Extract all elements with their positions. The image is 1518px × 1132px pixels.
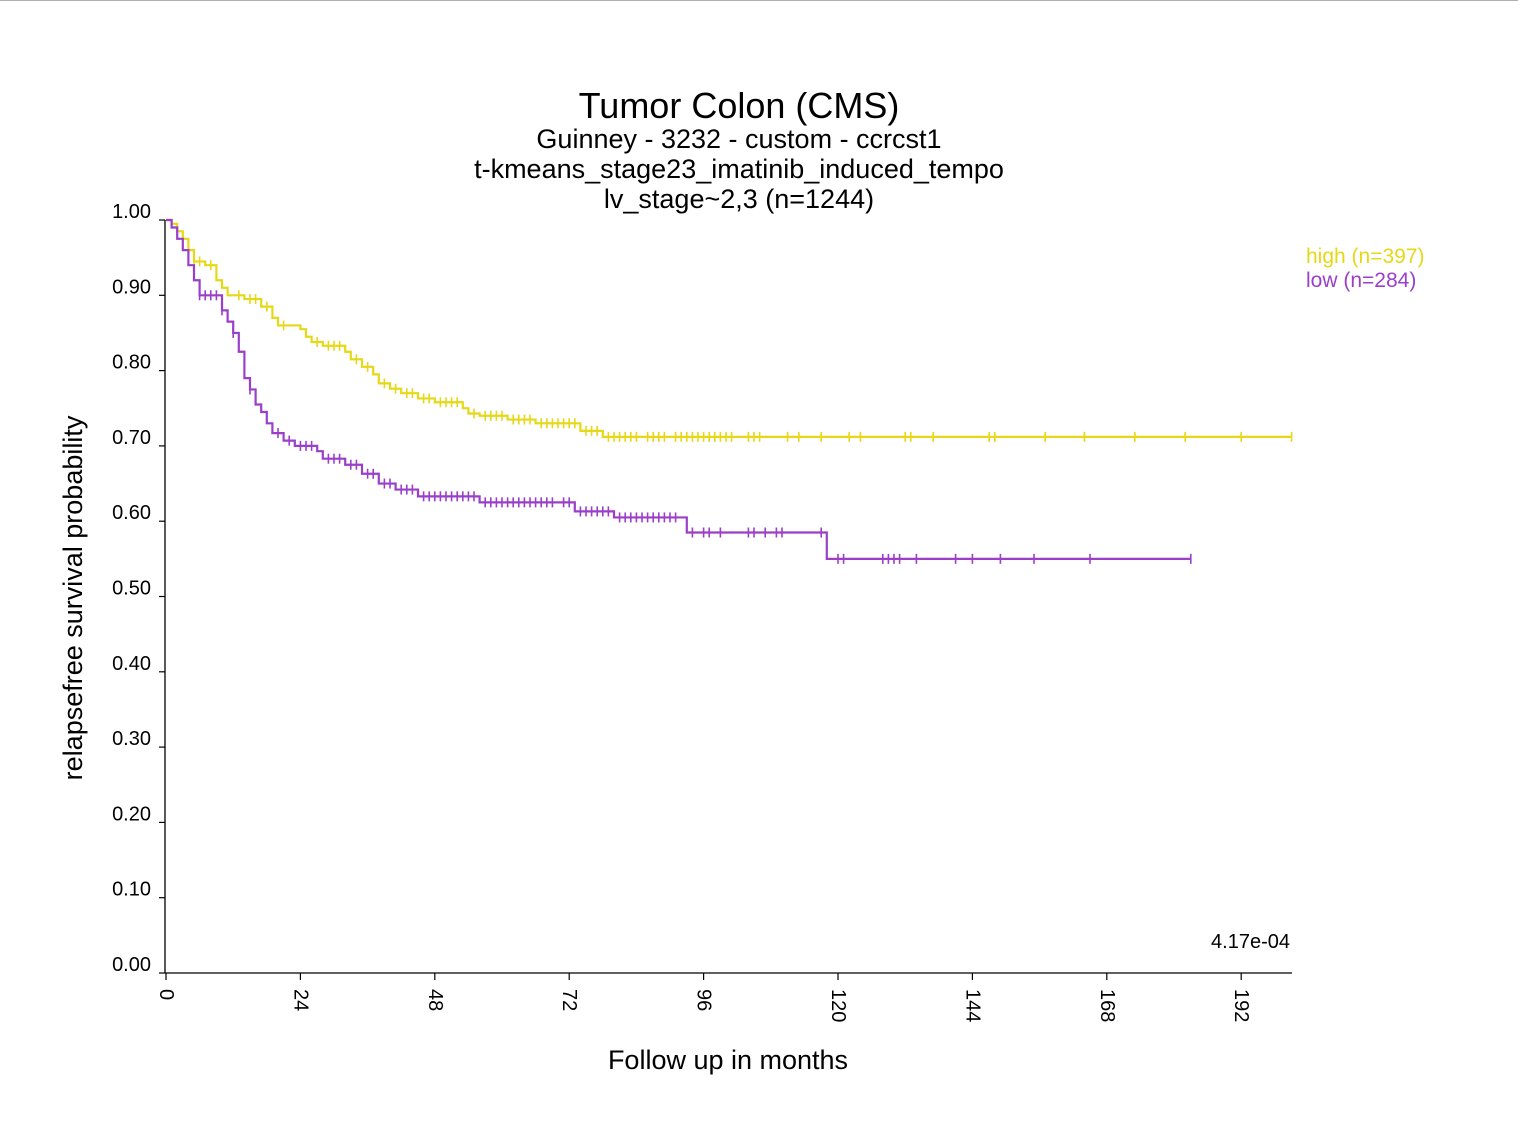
x-tick-label: 72 bbox=[558, 989, 580, 1011]
y-tick-label: 0.30 bbox=[112, 728, 151, 750]
y-axis-label: relapsefree survival probability bbox=[58, 415, 88, 780]
y-tick-label: 0.20 bbox=[112, 803, 151, 825]
x-tick-label: 0 bbox=[155, 989, 177, 1000]
series-high bbox=[166, 218, 1293, 442]
chart-subtitle-line2: t-kmeans_stage23_imatinib_induced_tempo bbox=[474, 154, 1004, 184]
x-tick-label: 24 bbox=[289, 989, 311, 1011]
legend-entry-high: high (n=397) bbox=[1306, 245, 1425, 268]
chart-subtitle-line1: Guinney - 3232 - custom - ccrcst1 bbox=[536, 124, 941, 154]
x-tick-label: 144 bbox=[961, 989, 983, 1022]
x-tick-label: 48 bbox=[424, 989, 446, 1011]
x-tick-label: 192 bbox=[1230, 989, 1252, 1022]
y-tick-label: 0.10 bbox=[112, 879, 151, 901]
top-border bbox=[0, 0, 1518, 1]
y-tick-label: 0.40 bbox=[112, 653, 151, 675]
y-tick-label: 0.90 bbox=[112, 276, 151, 298]
x-tick-label: 120 bbox=[827, 989, 849, 1022]
x-axis-ticks: 0 24 48 72 96 120 144 168 192 bbox=[155, 973, 1252, 1022]
survival-curves bbox=[166, 218, 1293, 564]
p-value: 4.17e-04 bbox=[1211, 931, 1290, 953]
x-tick-label: 168 bbox=[1096, 989, 1118, 1022]
y-tick-label: 0.50 bbox=[112, 578, 151, 600]
y-tick-label: 1.00 bbox=[112, 201, 151, 223]
y-tick-label: 0.80 bbox=[112, 352, 151, 374]
y-tick-label: 0.00 bbox=[112, 954, 151, 976]
chart-subtitle-line3: lv_stage~2,3 (n=1244) bbox=[604, 184, 874, 214]
km-step-line bbox=[166, 218, 1292, 438]
x-axis-label: Follow up in months bbox=[608, 1045, 848, 1075]
x-tick-label: 96 bbox=[693, 989, 715, 1011]
legend-entry-low: low (n=284) bbox=[1306, 269, 1416, 292]
km-step-line bbox=[166, 218, 1191, 560]
chart-title: Tumor Colon (CMS) bbox=[579, 85, 900, 126]
y-axis-ticks: 0.00 0.10 0.20 0.30 0.40 0.50 0.60 0.70 0.80 0.90… bbox=[112, 201, 165, 976]
series-low bbox=[166, 218, 1192, 564]
y-tick-label: 0.60 bbox=[112, 502, 151, 524]
y-tick-label: 0.70 bbox=[112, 427, 151, 449]
